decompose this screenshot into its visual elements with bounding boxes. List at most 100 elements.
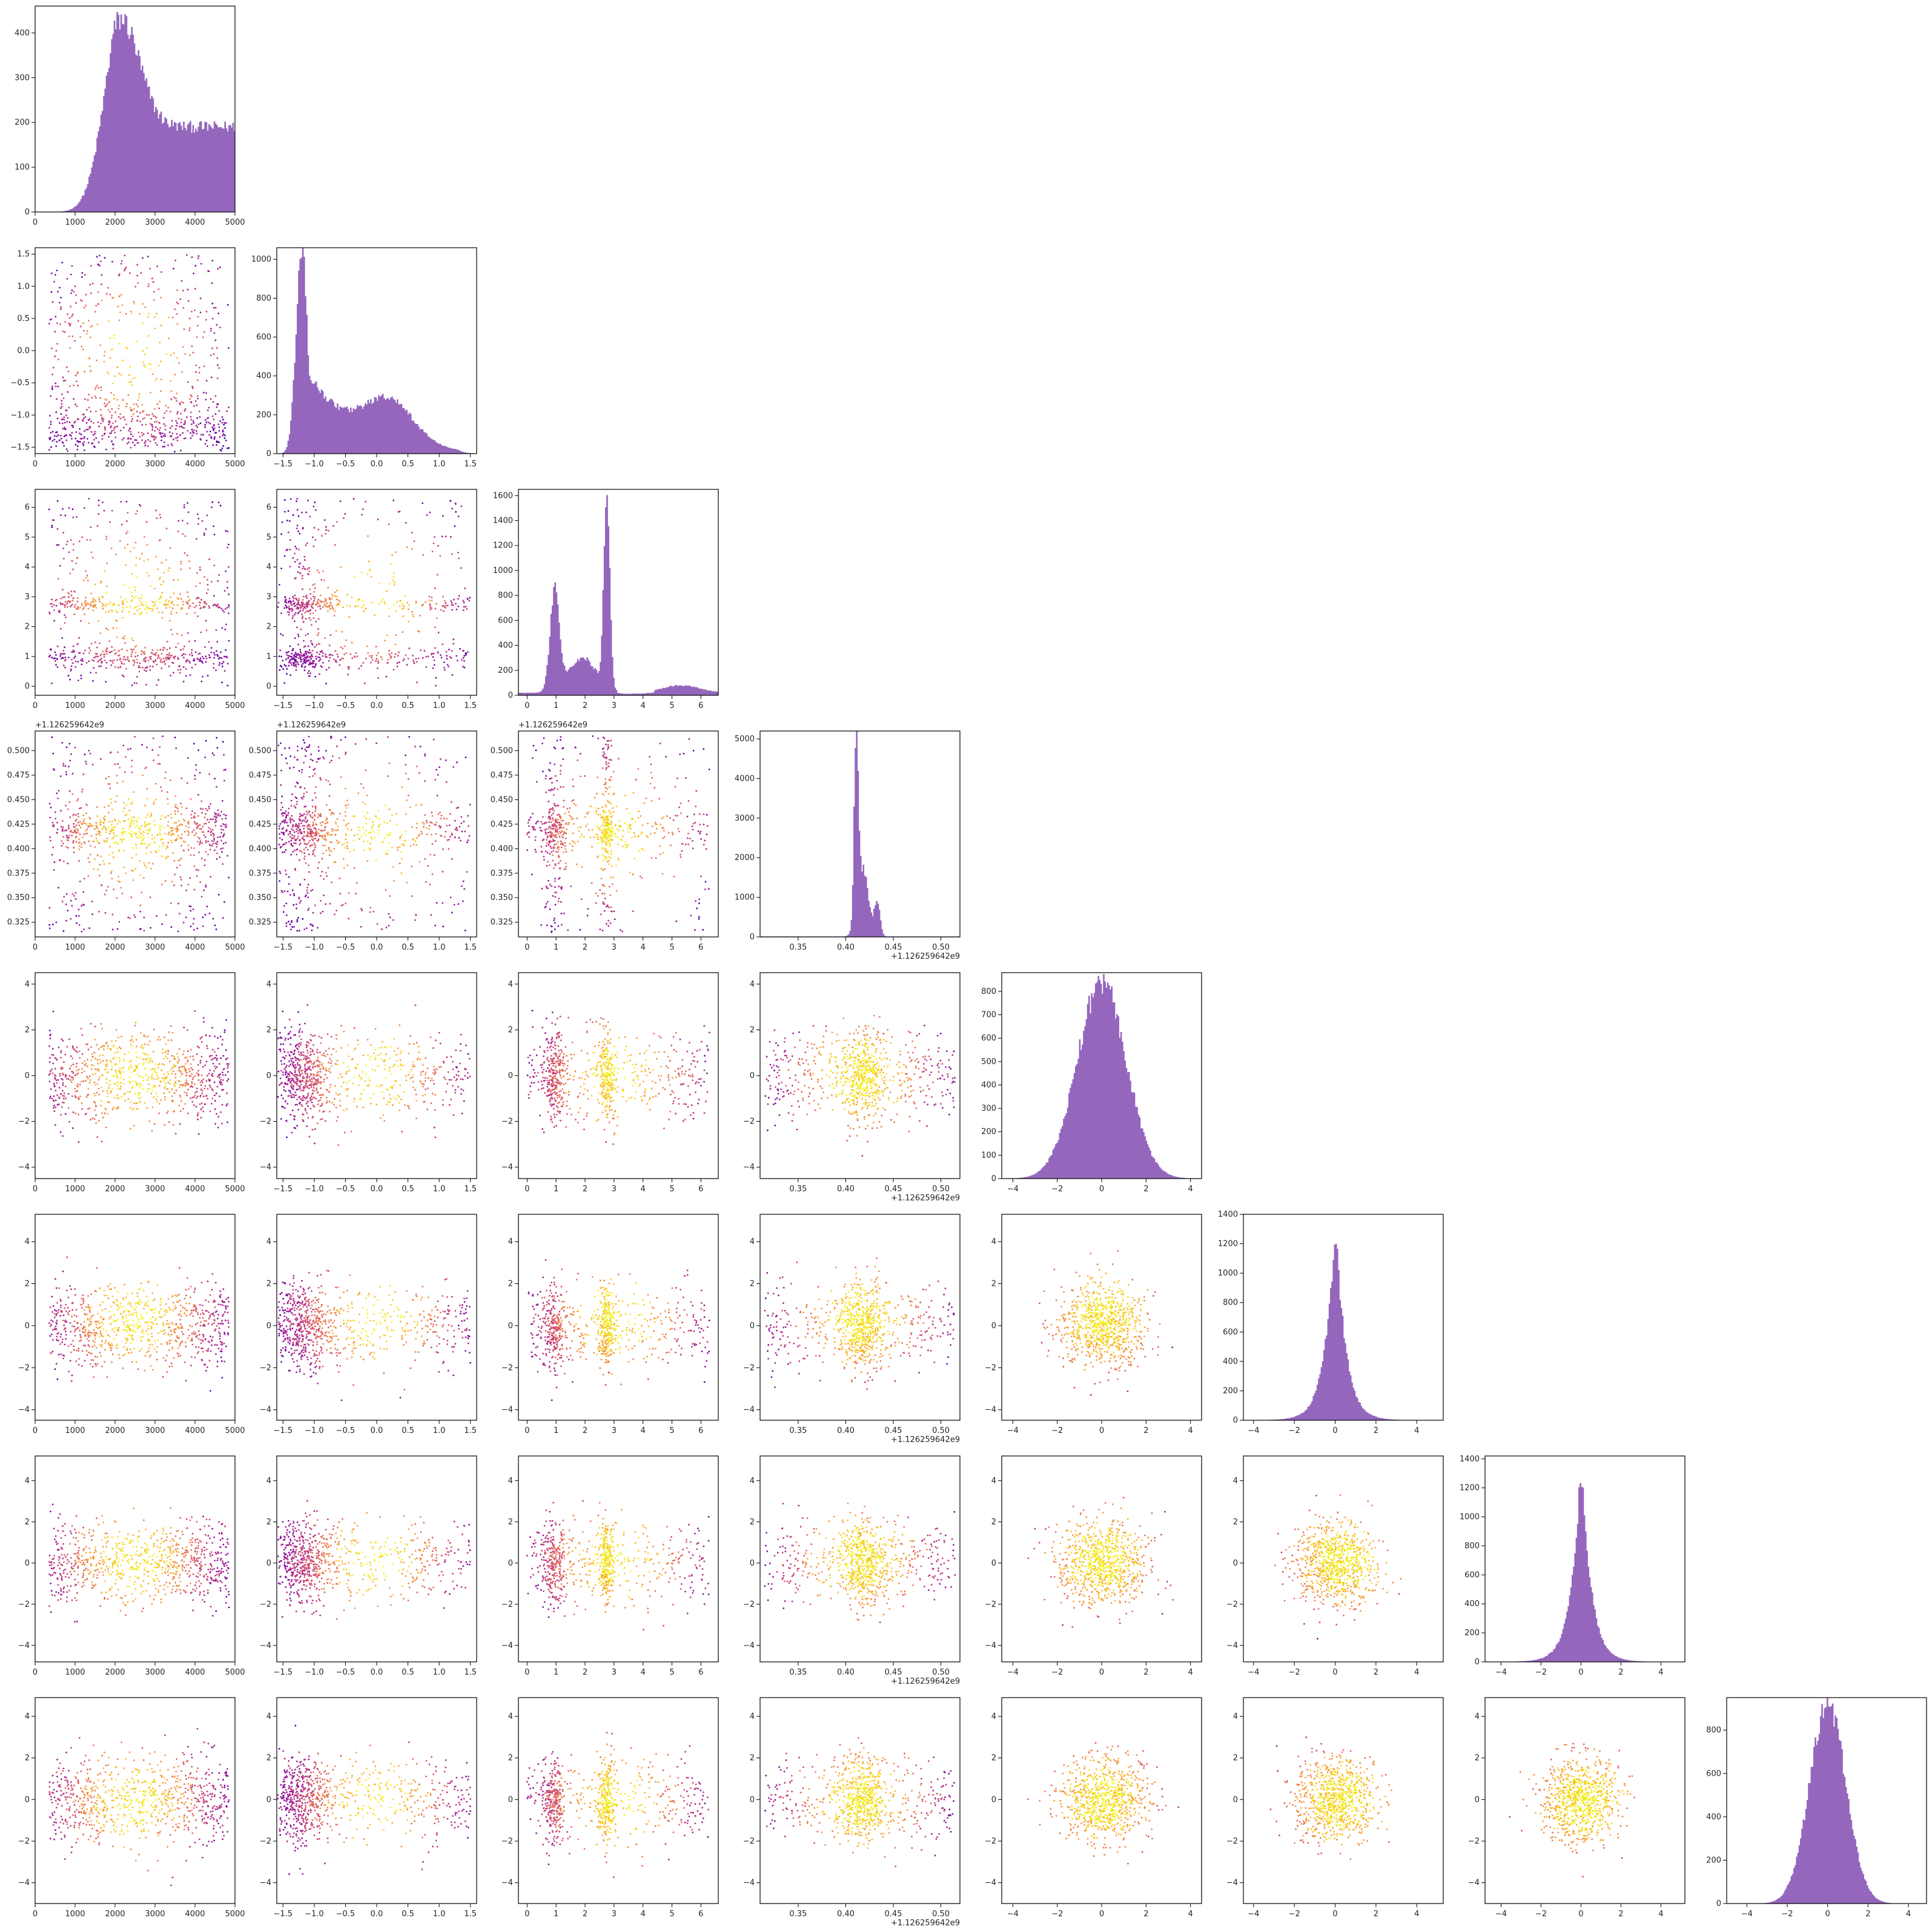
scatter-point (295, 669, 297, 671)
scatter-point (122, 416, 124, 418)
scatter-point (191, 345, 193, 348)
scatter-point (200, 680, 203, 683)
scatter-point (323, 603, 326, 606)
scatter-point (129, 272, 131, 274)
scatter-point (692, 840, 693, 842)
scatter-point (156, 265, 158, 267)
scatter-point (365, 834, 368, 836)
scatter-point (129, 406, 131, 409)
scatter-point (344, 513, 346, 515)
scatter-point (456, 761, 458, 764)
scatter-point (71, 508, 74, 511)
scatter-point (333, 848, 336, 850)
scatter-point (311, 806, 314, 808)
scatter-point (199, 840, 202, 842)
scatter-point (194, 651, 197, 653)
scatter-point (71, 835, 73, 836)
scatter-point (154, 415, 156, 418)
scatter-point (543, 838, 545, 841)
scatter-point (127, 442, 128, 445)
scatter-point (154, 421, 156, 423)
scatter-point (217, 809, 219, 812)
scatter-point (296, 524, 299, 527)
scatter-point (539, 827, 541, 829)
scatter-point (314, 827, 316, 829)
scatter-point (288, 841, 290, 843)
scatter-point (89, 539, 91, 541)
scatter-point (130, 766, 133, 767)
scatter-point (302, 825, 304, 827)
scatter-point (78, 845, 81, 847)
scatter-point (98, 875, 101, 876)
scatter-point (207, 578, 208, 581)
histogram-bar (82, 196, 84, 212)
scatter-point (196, 513, 199, 515)
scatter-point (67, 836, 70, 839)
scatter-point (156, 657, 159, 660)
scatter-point (188, 599, 191, 601)
histogram-bar (375, 397, 377, 454)
scatter-point (53, 620, 56, 622)
scatter-point (552, 794, 555, 796)
scatter-point (322, 852, 324, 855)
scatter-point (150, 423, 151, 425)
scatter-point (68, 317, 71, 319)
scatter-point (193, 829, 195, 831)
scatter-point (113, 394, 115, 396)
scatter-point (95, 672, 98, 674)
scatter-point (433, 664, 435, 666)
scatter-point (147, 660, 150, 662)
scatter-point (286, 654, 288, 656)
scatter-point (302, 566, 305, 567)
scatter-point (188, 653, 191, 656)
scatter-point (311, 666, 314, 668)
scatter-point (228, 606, 230, 608)
histogram-bar (371, 403, 373, 454)
scatter-point (219, 266, 221, 268)
scatter-point (225, 656, 228, 658)
scatter-point (202, 336, 204, 339)
scatter-point (142, 410, 145, 412)
scatter-point (172, 672, 174, 674)
scatter-point (126, 347, 128, 349)
scatter-point (303, 567, 305, 569)
scatter-point (55, 274, 56, 276)
scatter-point (111, 408, 113, 410)
scatter-point (109, 845, 111, 848)
scatter-point (316, 839, 318, 842)
scatter-point (344, 811, 346, 813)
histogram-bar (173, 122, 176, 212)
scatter-point (288, 607, 290, 610)
scatter-point (409, 845, 412, 847)
scatter-point (306, 655, 309, 657)
scatter-point (179, 669, 182, 671)
scatter-point (76, 418, 79, 420)
scatter-point (81, 905, 83, 907)
scatter-point (429, 511, 431, 514)
scatter-point (117, 408, 120, 409)
scatter-point (173, 860, 176, 862)
scatter-point (127, 656, 129, 658)
scatter-point (116, 775, 118, 777)
scatter-point (282, 660, 284, 662)
scatter-point (100, 580, 102, 583)
scatter-point (394, 656, 395, 658)
y-tick-label: 600 (498, 616, 513, 625)
scatter-point (154, 604, 156, 606)
scatter-point (284, 747, 286, 749)
histogram-bar (386, 399, 388, 454)
histogram-bar (104, 88, 106, 212)
scatter-point (316, 651, 318, 653)
scatter-point (221, 422, 223, 424)
scatter-point (134, 444, 136, 446)
scatter-point (543, 856, 545, 858)
scatter-point (297, 571, 299, 574)
x-tick-label: −1.5 (274, 943, 293, 952)
scatter-point (314, 583, 316, 585)
scatter-point (346, 841, 349, 844)
scatter-point (372, 823, 374, 825)
scatter-point (408, 604, 410, 606)
scatter-point (106, 839, 108, 842)
scatter-point (299, 850, 301, 852)
histogram-bar (350, 407, 352, 454)
